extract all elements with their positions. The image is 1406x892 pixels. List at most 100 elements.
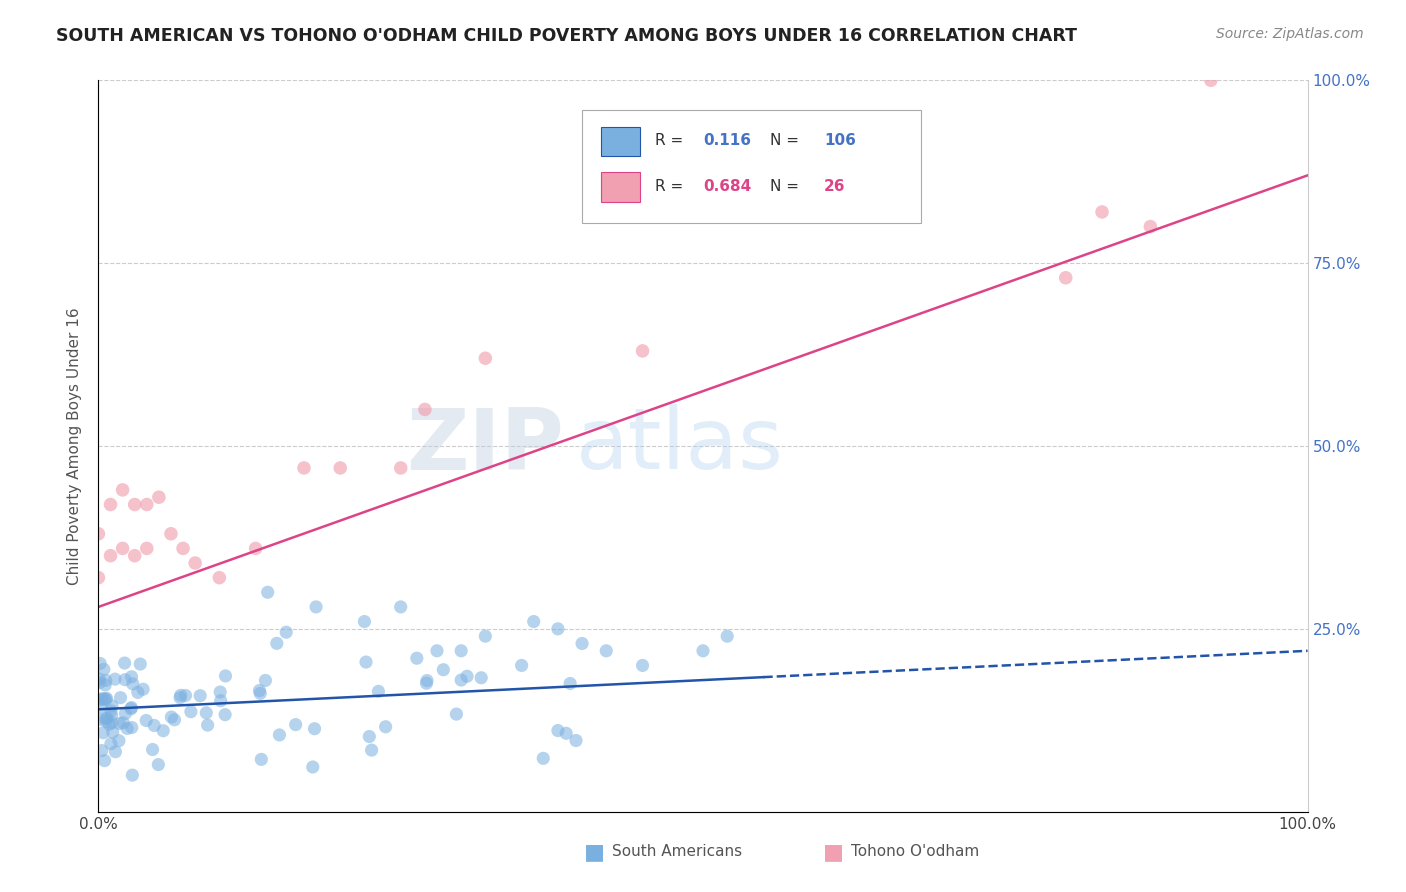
Point: [172, 541, 194, 556]
Point: [301, 760, 323, 774]
FancyBboxPatch shape: [602, 127, 640, 156]
Point: [292, 461, 315, 475]
Point: [114, 673, 136, 687]
Point: [571, 636, 593, 650]
Point: [359, 730, 381, 744]
Point: [456, 669, 478, 683]
Point: [389, 461, 412, 475]
Point: [129, 657, 152, 671]
Point: [560, 676, 582, 690]
Point: [1054, 270, 1077, 285]
Point: [101, 725, 124, 739]
Point: [426, 644, 449, 658]
Text: R =: R =: [655, 134, 688, 148]
Y-axis label: Child Poverty Among Boys Under 16: Child Poverty Among Boys Under 16: [67, 307, 83, 585]
Point: [389, 599, 412, 614]
Point: [87, 571, 110, 585]
Point: [214, 707, 236, 722]
Point: [94, 712, 117, 726]
Point: [96, 691, 118, 706]
Point: [96, 714, 118, 729]
Point: [276, 625, 298, 640]
Point: [1091, 205, 1114, 219]
Point: [94, 673, 117, 688]
Point: [121, 721, 143, 735]
Point: [595, 644, 617, 658]
Point: [98, 717, 121, 731]
Point: [127, 685, 149, 699]
Point: [470, 671, 492, 685]
Point: [416, 673, 439, 688]
Point: [100, 498, 122, 512]
Point: [523, 615, 546, 629]
Point: [91, 725, 114, 739]
Point: [446, 707, 468, 722]
Point: [143, 718, 166, 732]
Point: [111, 541, 134, 556]
Text: 106: 106: [824, 134, 856, 148]
Point: [631, 658, 654, 673]
Point: [269, 728, 291, 742]
Point: [474, 629, 496, 643]
Text: ■: ■: [583, 842, 605, 862]
Point: [91, 691, 114, 706]
Point: [531, 751, 554, 765]
Point: [94, 678, 117, 692]
Point: [1199, 73, 1222, 87]
Point: [121, 677, 143, 691]
Point: [354, 655, 377, 669]
Point: [94, 692, 117, 706]
Text: 0.116: 0.116: [703, 134, 751, 148]
Point: [174, 689, 197, 703]
Point: [405, 651, 427, 665]
Point: [100, 704, 122, 718]
Point: [250, 752, 273, 766]
Point: [135, 498, 157, 512]
Point: [124, 498, 146, 512]
Text: South Americans: South Americans: [612, 845, 742, 859]
Text: 26: 26: [824, 178, 845, 194]
Point: [111, 483, 134, 497]
Text: atlas: atlas: [576, 404, 785, 488]
Point: [360, 743, 382, 757]
Point: [565, 733, 588, 747]
FancyBboxPatch shape: [602, 172, 640, 202]
Point: [254, 673, 277, 688]
Point: [209, 685, 232, 699]
Point: [547, 723, 569, 738]
Point: [195, 706, 218, 720]
Point: [112, 715, 135, 730]
Text: SOUTH AMERICAN VS TOHONO O'ODHAM CHILD POVERTY AMONG BOYS UNDER 16 CORRELATION C: SOUTH AMERICAN VS TOHONO O'ODHAM CHILD P…: [56, 27, 1077, 45]
Point: [1139, 219, 1161, 234]
Point: [135, 541, 157, 556]
Point: [256, 585, 278, 599]
Point: [148, 757, 170, 772]
Point: [188, 689, 211, 703]
Point: [249, 686, 271, 700]
Point: [152, 723, 174, 738]
Point: [415, 676, 437, 690]
Point: [121, 768, 143, 782]
Point: [692, 644, 714, 658]
Text: ZIP: ZIP: [406, 404, 564, 488]
Point: [120, 702, 142, 716]
Text: Tohono O'odham: Tohono O'odham: [851, 845, 979, 859]
Point: [547, 622, 569, 636]
Point: [93, 754, 115, 768]
Point: [329, 461, 352, 475]
Point: [184, 556, 207, 570]
Point: [141, 742, 163, 756]
Point: [208, 571, 231, 585]
Text: ■: ■: [823, 842, 844, 862]
Point: [89, 657, 111, 671]
Point: [555, 726, 578, 740]
Point: [284, 717, 307, 731]
Point: [121, 700, 143, 714]
Point: [180, 705, 202, 719]
Point: [87, 526, 110, 541]
Point: [108, 733, 131, 747]
Point: [432, 663, 454, 677]
Point: [101, 698, 124, 713]
Point: [110, 690, 132, 705]
Text: R =: R =: [655, 178, 688, 194]
